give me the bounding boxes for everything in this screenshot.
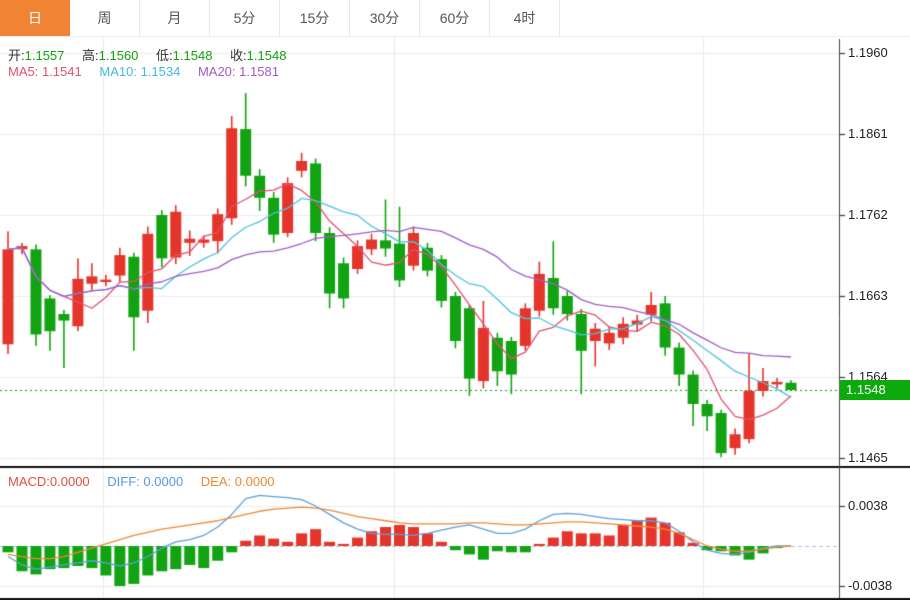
dea-value: 0.0000 bbox=[234, 474, 275, 489]
y-axis-tick: 1.1465 bbox=[848, 450, 888, 465]
timeframe-tabbar: 日周月 5分 15分 30分 60分 4时 bbox=[0, 0, 910, 37]
dea-label: DEA: bbox=[200, 474, 232, 489]
low-label: 低: bbox=[156, 48, 173, 63]
ma20-label: MA20: bbox=[197, 64, 236, 79]
macd-value: 0.0000 bbox=[49, 474, 90, 489]
macd-legend: MACD:0.0000 DIFF: 0.0000 DEA: 0.0000 bbox=[8, 474, 275, 489]
tab-4hour[interactable]: 4时 bbox=[490, 0, 560, 36]
ma-legend: MA5: 1.1541 MA10: 1.1534 MA20: 1.1581 bbox=[8, 64, 279, 79]
tab-day[interactable]: 日 bbox=[0, 0, 70, 36]
y-axis-tick: -0.0038 bbox=[848, 578, 893, 593]
chart-area: 开:1.1557 高:1.1560 低:1.1548 收:1.1548 MA5:… bbox=[0, 37, 910, 600]
y-axis-tick: 1.1663 bbox=[848, 288, 888, 303]
tab-60min[interactable]: 60分 bbox=[420, 0, 490, 36]
tab-week[interactable]: 周 bbox=[70, 0, 140, 36]
high-value: 1.1560 bbox=[98, 48, 139, 63]
close-value: 1.1548 bbox=[246, 48, 287, 63]
y-axis-tick: 0.0038 bbox=[848, 498, 888, 513]
ma5-value: 1.1541 bbox=[41, 64, 82, 79]
tab-5min[interactable]: 5分 bbox=[210, 0, 280, 36]
y-axis-tick: 1.1861 bbox=[848, 126, 888, 141]
ma10-value: 1.1534 bbox=[140, 64, 181, 79]
close-label: 收: bbox=[230, 48, 247, 63]
ma5-label: MA5: bbox=[8, 64, 39, 79]
kline-chart-canvas[interactable] bbox=[0, 37, 910, 600]
open-value: 1.1557 bbox=[24, 48, 65, 63]
tab-15min[interactable]: 15分 bbox=[280, 0, 350, 36]
current-price-tag: 1.1548 bbox=[840, 380, 910, 401]
macd-label: MACD: bbox=[8, 474, 50, 489]
y-axis-tick: 1.1762 bbox=[848, 207, 888, 222]
diff-label: DIFF: bbox=[107, 474, 140, 489]
ma20-value: 1.1581 bbox=[239, 64, 279, 79]
ma10-label: MA10: bbox=[99, 64, 137, 79]
tab-month[interactable]: 月 bbox=[140, 0, 210, 36]
tab-30min[interactable]: 30分 bbox=[350, 0, 420, 36]
ohlc-legend: 开:1.1557 高:1.1560 低:1.1548 收:1.1548 bbox=[8, 45, 286, 64]
open-label: 开: bbox=[8, 48, 25, 63]
high-label: 高: bbox=[82, 48, 99, 63]
low-value: 1.1548 bbox=[172, 48, 213, 63]
diff-value: 0.0000 bbox=[143, 474, 184, 489]
y-axis-tick: 1.1960 bbox=[848, 45, 888, 60]
